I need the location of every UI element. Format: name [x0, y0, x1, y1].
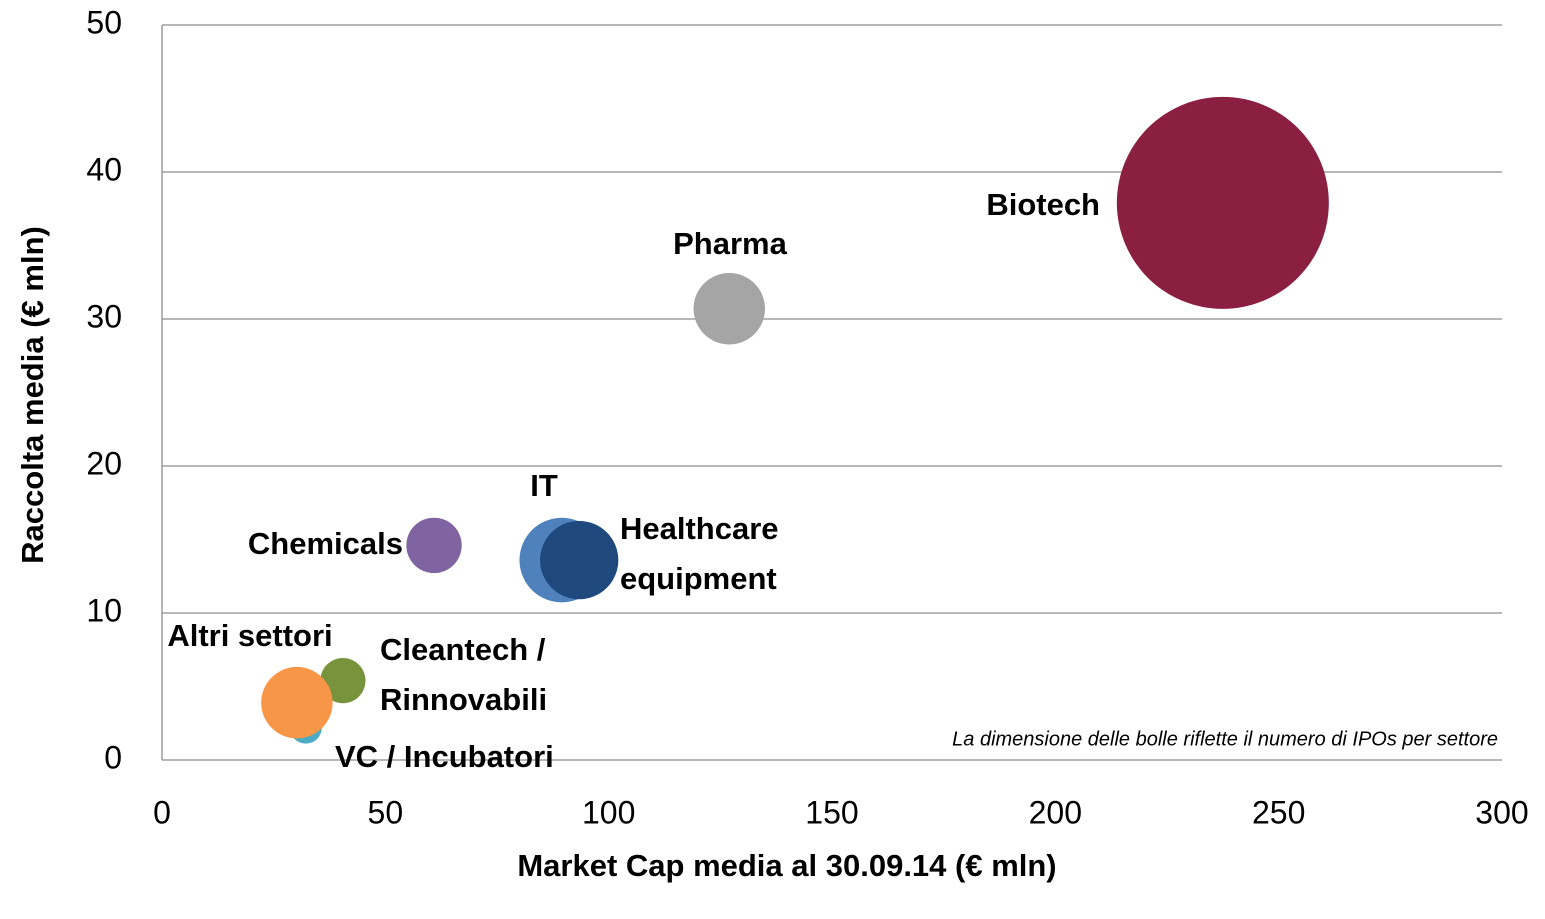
x-tick-label: 0	[153, 794, 171, 830]
y-tick-label: 10	[86, 592, 122, 628]
bubble	[406, 517, 462, 574]
x-axis-title: Market Cap media al 30.09.14 (€ mln)	[517, 848, 1056, 883]
bubble	[320, 658, 366, 704]
bubble-label: Pharma	[673, 226, 787, 261]
bubble-label: IT	[530, 468, 558, 503]
x-tick-label: 150	[805, 794, 858, 830]
bubble-label: VC / Incubatori	[335, 739, 554, 774]
bubble-label: Healthcare equipment	[620, 511, 779, 596]
x-tick-label: 50	[368, 794, 404, 830]
bubble	[540, 520, 619, 600]
bubble	[261, 666, 333, 739]
x-tick-label: 200	[1029, 794, 1082, 830]
y-tick-label: 40	[86, 151, 122, 187]
x-tick-label: 100	[582, 794, 635, 830]
bubble-label: Cleantech / Rinnovabili	[380, 632, 548, 717]
bubble-label: Altri settori	[167, 618, 333, 653]
x-tick-label: 300	[1475, 794, 1528, 830]
bubble	[1116, 96, 1329, 309]
y-tick-label: 20	[86, 445, 122, 481]
bubble-label: Biotech	[986, 187, 1100, 222]
x-tick-label: 250	[1252, 794, 1305, 830]
bubble-label: Chemicals	[247, 526, 403, 561]
y-tick-label: 50	[86, 4, 122, 40]
y-tick-label: 0	[104, 739, 122, 775]
bubble	[693, 272, 765, 345]
y-tick-label: 30	[86, 298, 122, 334]
y-axis-title: Raccolta media (€ mln)	[15, 226, 50, 564]
annotation: La dimensione delle bolle riflette il nu…	[952, 728, 1498, 750]
